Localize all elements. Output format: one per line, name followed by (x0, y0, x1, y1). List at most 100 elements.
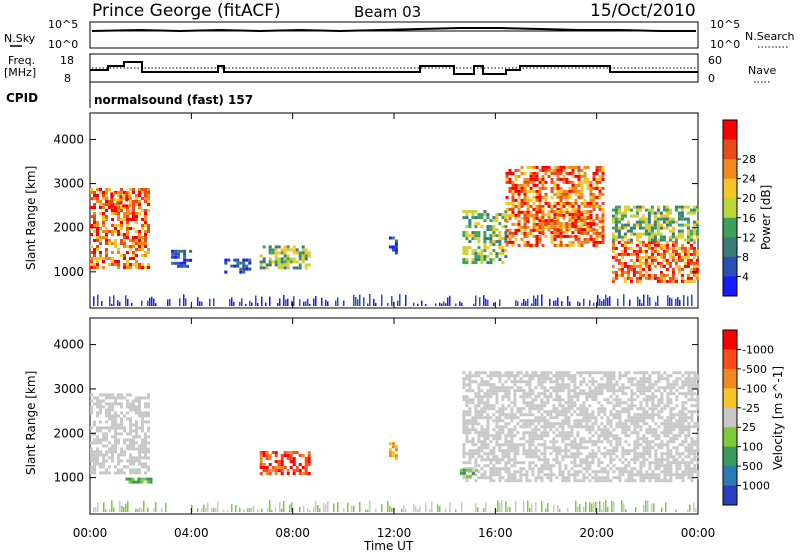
echo-cell (614, 255, 618, 259)
echo-cell (645, 395, 649, 399)
echo-cell (659, 276, 663, 280)
echo-cell (514, 213, 518, 217)
echo-cell (671, 217, 675, 221)
echo-cell (669, 473, 673, 477)
echo-cell (689, 229, 693, 233)
echo-cell (675, 437, 679, 441)
echo-cell (620, 238, 624, 242)
echo-cell (651, 410, 655, 414)
clutter-cell (343, 300, 345, 306)
echo-cell (141, 414, 144, 418)
echo-cell (626, 240, 630, 244)
echo-cell (537, 416, 541, 420)
echo-cell (573, 437, 577, 441)
clutter-cell (119, 501, 121, 512)
echo-cell (307, 463, 311, 466)
echo-cell (123, 245, 126, 248)
echo-cell (632, 270, 636, 274)
echo-cell (591, 428, 595, 432)
echo-cell (126, 227, 129, 230)
echo-cell (117, 432, 120, 436)
echo-cell (558, 470, 562, 474)
echo-cell (525, 395, 529, 399)
echo-cell (597, 389, 601, 393)
echo-cell (681, 374, 685, 378)
clutter-cell (547, 502, 549, 512)
echo-cell (102, 405, 105, 409)
echo-cell (128, 477, 132, 481)
echo-cell (388, 451, 392, 455)
echo-cell (498, 443, 502, 447)
echo-cell (564, 401, 568, 405)
echo-cell (571, 204, 575, 208)
echo-cell (280, 466, 284, 469)
echo-cell (283, 245, 287, 249)
echo-cell (459, 468, 463, 472)
echo-cell (307, 451, 311, 454)
clutter-cell (487, 299, 489, 306)
echo-cell (517, 189, 521, 193)
echo-cell (669, 437, 673, 441)
echo-cell (537, 410, 541, 414)
echo-cell (301, 254, 305, 258)
echo-cell (135, 212, 138, 215)
echo-cell (514, 222, 518, 226)
nsky-label: N.Sky (4, 32, 36, 45)
power-ylabel: Slant Range [km] (24, 166, 38, 270)
echo-cell (695, 270, 699, 274)
echo-cell (125, 192, 129, 196)
echo-cell (626, 238, 630, 242)
echo-cell (648, 461, 652, 465)
echo-cell (660, 431, 664, 435)
echo-cell (635, 214, 639, 218)
echo-cell (680, 223, 684, 227)
echo-cell (561, 476, 565, 480)
clutter-cell (113, 295, 115, 306)
echo-cell (174, 252, 178, 256)
echo-cell (656, 211, 660, 215)
echo-cell (144, 447, 147, 451)
echo-cell (635, 223, 639, 227)
echo-cell (126, 447, 129, 451)
echo-cell (630, 431, 634, 435)
clutter-cell (109, 296, 111, 306)
echo-cell (645, 401, 649, 405)
echo-cell (498, 410, 502, 414)
echo-cell (659, 232, 663, 236)
echo-cell (138, 459, 141, 463)
echo-cell (644, 273, 648, 277)
clutter-cell (637, 296, 639, 306)
echo-cell (486, 404, 490, 408)
echo-cell (681, 422, 685, 426)
echo-cell (567, 470, 571, 474)
echo-cell (591, 461, 595, 465)
echo-cell (556, 243, 560, 247)
echo-cell (492, 249, 496, 253)
colorbar-tick-label: -1000 (742, 343, 774, 356)
echo-cell (492, 413, 496, 417)
echo-cell (654, 380, 658, 384)
clutter-cell (207, 502, 209, 512)
echo-cell (111, 459, 114, 463)
echo-cell (465, 461, 469, 465)
clutter-cell (421, 300, 423, 306)
echo-cell (105, 450, 108, 454)
echo-cell (144, 414, 147, 418)
echo-cell (576, 446, 580, 450)
echo-cell (523, 195, 527, 199)
echo-cell (489, 434, 493, 438)
echo-cell (565, 192, 569, 196)
echo-cell (689, 252, 693, 256)
echo-cell (624, 419, 628, 423)
echo-cell (543, 467, 547, 471)
echo-cell (147, 209, 150, 212)
echo-cell (614, 205, 618, 209)
clutter-cell (439, 506, 441, 512)
echo-cell (588, 473, 592, 477)
echo-cell (498, 243, 502, 247)
echo-cell (638, 226, 642, 230)
echo-cell (480, 398, 484, 402)
echo-cell (576, 419, 580, 423)
echo-cell (519, 371, 523, 375)
echo-cell (550, 168, 554, 172)
